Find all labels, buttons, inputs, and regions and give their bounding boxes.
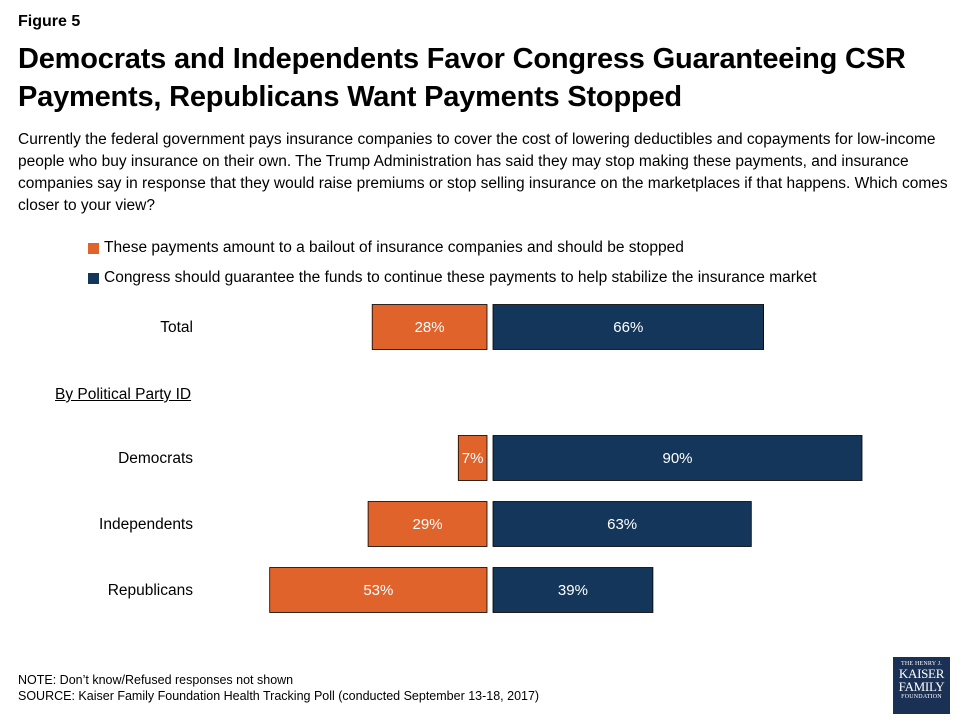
figure-label: Figure 5 bbox=[18, 13, 81, 30]
source-text: SOURCE: Kaiser Family Foundation Health … bbox=[18, 689, 540, 703]
data-label-stopped-total: 28% bbox=[415, 319, 445, 336]
bar-stopped-democrats bbox=[457, 435, 488, 481]
notes: NOTE: Don’t know/Refused responses not s… bbox=[18, 672, 539, 704]
category-label-republicans: Republicans bbox=[108, 582, 194, 599]
legend-item-guarantee: Congress should guarantee the funds to c… bbox=[88, 263, 817, 293]
bar-guarantee-total bbox=[492, 304, 765, 350]
data-label-guarantee-total: 66% bbox=[613, 319, 643, 336]
bar-stopped-republicans bbox=[269, 567, 488, 613]
data-label-guarantee-independents: 63% bbox=[607, 516, 637, 533]
bar-stopped-independents bbox=[367, 501, 488, 547]
data-label-stopped-independents: 29% bbox=[413, 516, 443, 533]
legend-item-stopped: These payments amount to a bailout of in… bbox=[88, 233, 817, 263]
kff-logo: THE HENRY J. KAISER FAMILY FOUNDATION bbox=[893, 657, 950, 714]
bar-guarantee-independents bbox=[492, 501, 752, 547]
legend: These payments amount to a bailout of in… bbox=[88, 233, 817, 293]
data-label-stopped-democrats: 7% bbox=[462, 450, 484, 467]
data-label-guarantee-republicans: 39% bbox=[558, 582, 588, 599]
bar-guarantee-republicans bbox=[492, 567, 654, 613]
bar-guarantee-democrats bbox=[492, 435, 863, 481]
chart-subtitle: Currently the federal government pays in… bbox=[18, 131, 948, 214]
logo-line-4: FOUNDATION bbox=[901, 694, 942, 700]
legend-swatch-stopped bbox=[88, 242, 99, 254]
logo-line-1: THE HENRY J. bbox=[900, 661, 942, 667]
legend-label-stopped: These payments amount to a bailout of in… bbox=[104, 239, 684, 256]
data-label-guarantee-democrats: 90% bbox=[662, 450, 692, 467]
category-label-total: Total bbox=[160, 319, 193, 336]
legend-label-guarantee: Congress should guarantee the funds to c… bbox=[104, 269, 817, 286]
legend-swatch-guarantee bbox=[88, 272, 99, 284]
data-label-stopped-republicans: 53% bbox=[363, 582, 393, 599]
logo-line-2: KAISER bbox=[898, 666, 945, 681]
section-label-party-id: By Political Party ID bbox=[55, 386, 192, 403]
category-label-independents: Independents bbox=[99, 516, 193, 533]
category-label-democrats: Democrats bbox=[118, 450, 193, 467]
note-text: NOTE: Don’t know/Refused responses not s… bbox=[18, 673, 294, 687]
bar-stopped-total bbox=[371, 304, 488, 350]
logo-line-3: FAMILY bbox=[898, 679, 945, 694]
chart-title: Democrats and Independents Favor Congres… bbox=[18, 43, 906, 113]
